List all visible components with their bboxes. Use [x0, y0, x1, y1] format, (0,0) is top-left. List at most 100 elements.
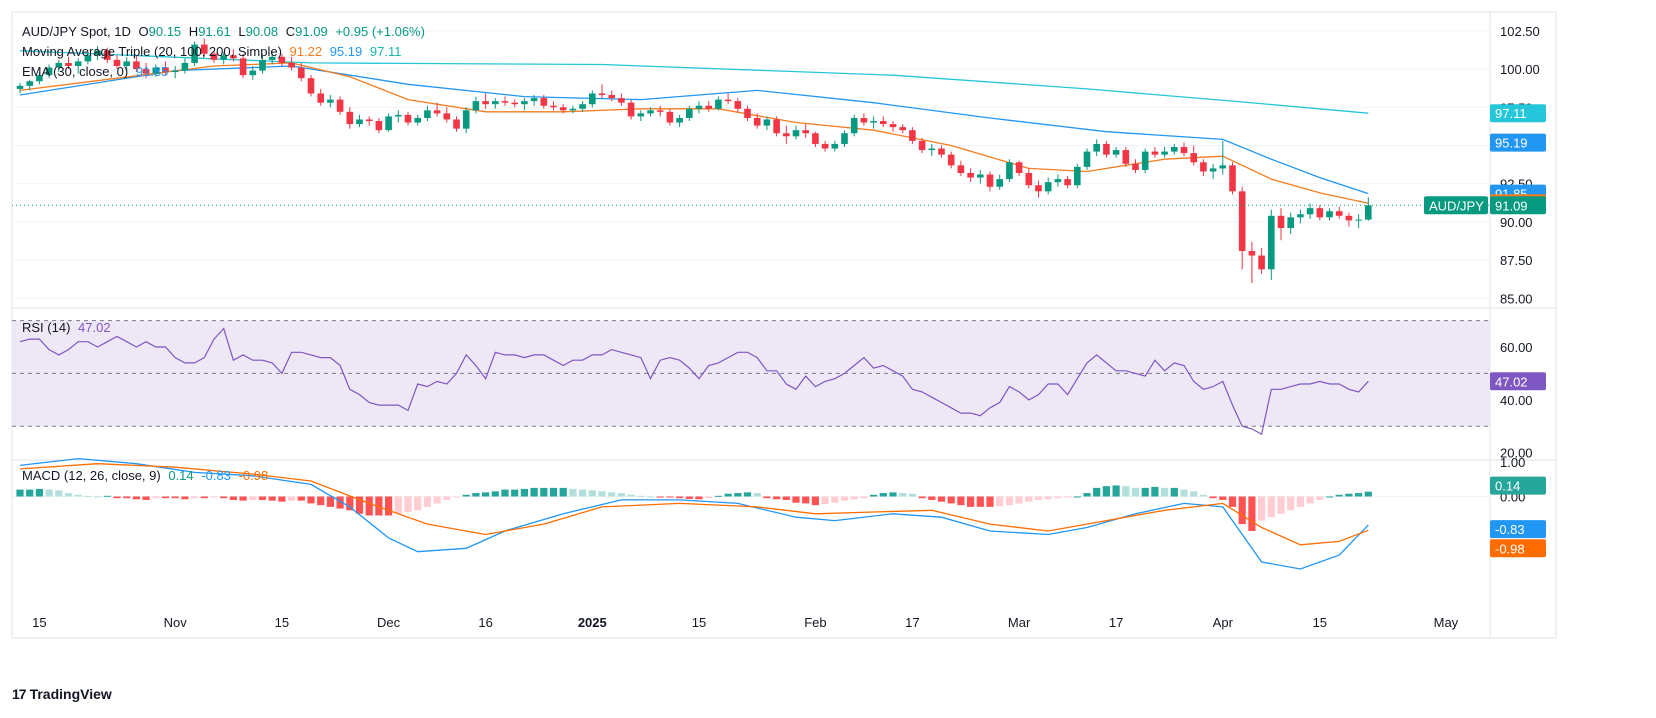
candle-body: [492, 101, 499, 105]
candle-body: [880, 121, 887, 125]
candle-body: [1025, 172, 1033, 186]
price-label-box: [1490, 104, 1546, 123]
macd-histogram-bar: [191, 496, 199, 499]
macd-histogram-bar: [375, 496, 383, 516]
tradingview-logo-icon: 17: [12, 686, 27, 702]
candle-body: [65, 62, 72, 66]
candle-body: [1074, 166, 1081, 186]
macd-histogram-bar: [171, 496, 179, 499]
macd-histogram-bar: [666, 496, 674, 498]
candle-body: [433, 110, 441, 114]
macd-histogram-bar: [103, 495, 111, 497]
macd-value-box: [1490, 520, 1546, 539]
macd-histogram-bar: [1141, 487, 1149, 497]
ma-legend: Moving Average Triple (20, 100, 200, Sim…: [22, 44, 405, 60]
macd-legend-label: MACD (12, 26, close, 9): [22, 468, 161, 483]
candle-body: [821, 143, 829, 149]
macd-histogram-bar: [249, 496, 257, 500]
x-tick-label: 17: [905, 615, 919, 630]
x-tick-label: Feb: [804, 615, 826, 630]
price-tick-label: 90.00: [1500, 215, 1533, 230]
candle-body: [850, 117, 858, 134]
rsi-tick-label: 60.00: [1500, 340, 1533, 355]
candle-body: [1258, 255, 1265, 270]
macd-histogram-bar: [588, 490, 596, 497]
macd-histogram-bar: [1190, 491, 1198, 497]
symbol-tag-label: AUD/JPY: [1429, 198, 1484, 213]
macd-histogram-bar: [889, 492, 897, 497]
macd-histogram-bar: [394, 496, 402, 514]
macd-histogram-bar: [520, 488, 528, 497]
macd-histogram-bar: [879, 493, 887, 497]
macd-histogram-bar: [1093, 487, 1101, 497]
candle-body: [724, 99, 732, 102]
candle-body: [792, 130, 800, 137]
candle-body: [986, 174, 994, 187]
candle-body: [171, 70, 179, 73]
candle-body: [1316, 208, 1324, 218]
candle-body: [909, 130, 916, 141]
candle-body: [1277, 215, 1285, 229]
candle-body: [1122, 150, 1130, 164]
candle-body: [1035, 185, 1042, 192]
candle-body: [550, 105, 557, 108]
candle-body: [327, 99, 334, 103]
macd-histogram-bar: [1054, 496, 1062, 499]
macd-histogram-bar: [74, 494, 82, 497]
candle-body: [1006, 162, 1013, 180]
macd-histogram-bar: [239, 496, 247, 501]
x-tick-label: Nov: [164, 615, 188, 630]
macd-histogram-bar: [1161, 487, 1169, 497]
macd-histogram-bar: [947, 496, 955, 504]
macd-histogram-bar: [1325, 496, 1334, 498]
macd-histogram-bar: [530, 487, 538, 497]
ma100-line: [19, 65, 1369, 195]
candle-body: [1326, 211, 1333, 218]
candle-body: [472, 101, 480, 111]
symbol-legend: AUD/JPY Spot, 1D O90.15 H91.61 L90.08 C9…: [22, 24, 425, 39]
candle-body: [918, 140, 926, 151]
candle-body: [152, 67, 160, 74]
candle-body: [1054, 179, 1062, 183]
macd-histogram-bar: [860, 496, 868, 499]
macd-line: [19, 457, 1369, 570]
candle-body: [278, 56, 286, 63]
candle-body: [1209, 168, 1217, 172]
macd-histogram-bar: [220, 496, 228, 499]
macd-value-label: 0.14: [1495, 479, 1520, 494]
ema-legend-label: EMA (30, close, 0): [22, 64, 129, 79]
macd-histogram-bar: [1102, 486, 1110, 497]
candle-body: [996, 179, 1003, 187]
candle-body: [239, 58, 247, 76]
macd-histogram-bar: [1170, 487, 1178, 497]
macd-histogram-bar: [705, 496, 713, 499]
price-label-value: 97.11: [1495, 106, 1527, 121]
price-tick-label: 85.00: [1500, 291, 1533, 306]
candle-body: [375, 121, 383, 131]
macd-histogram-bar: [908, 493, 916, 497]
macd-histogram-bar: [1316, 496, 1324, 500]
rsi-line: [19, 327, 1369, 436]
macd-histogram-bar: [152, 496, 160, 499]
candle-body: [1268, 215, 1275, 270]
macd-histogram-bar: [1219, 496, 1227, 500]
macd-histogram-bar: [1112, 485, 1120, 497]
macd-histogram-bar: [598, 491, 606, 497]
macd-histogram-bar: [763, 496, 771, 499]
macd-histogram-bar: [996, 496, 1004, 507]
candle-body: [957, 165, 965, 173]
macd-histogram-bar: [559, 487, 567, 497]
x-tick-label: 2025: [578, 615, 607, 630]
brand[interactable]: 17 TradingView: [12, 686, 112, 702]
macd-histogram-bar: [937, 496, 946, 502]
macd-histogram-bar: [511, 489, 519, 497]
candle-body: [385, 116, 392, 131]
candle-body: [1287, 217, 1294, 229]
brand-name: TradingView: [29, 686, 112, 702]
candle-body: [94, 50, 101, 56]
macd-histogram-bar: [443, 496, 451, 500]
candle-body: [104, 50, 111, 60]
candle-body: [230, 55, 237, 59]
